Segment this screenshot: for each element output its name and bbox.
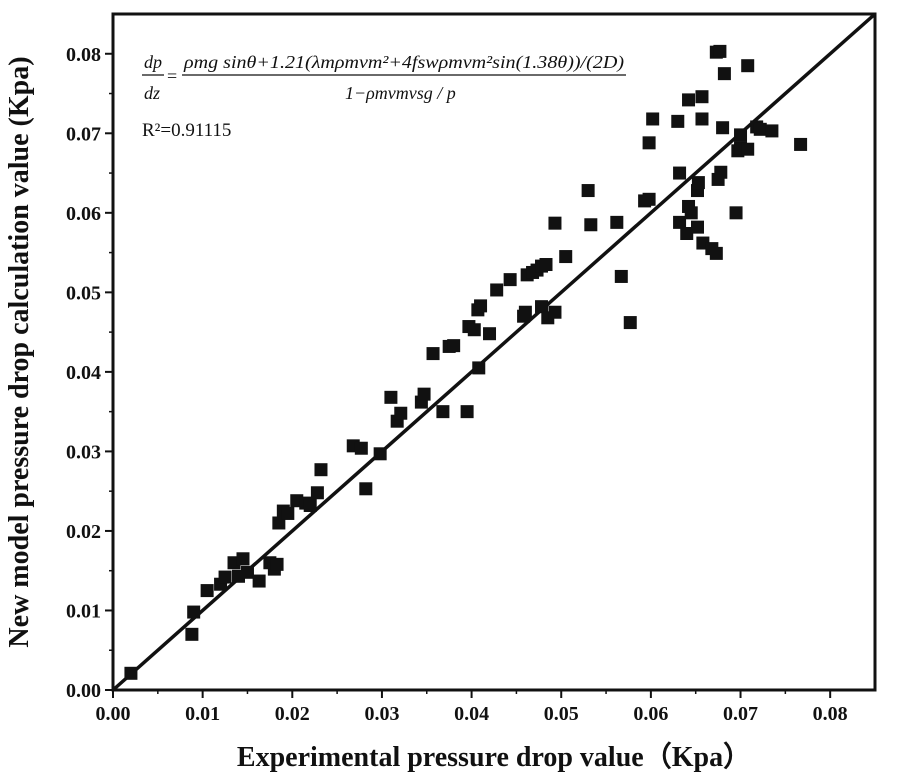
equation-denominator: 1−ρmvmvsg / p	[345, 83, 456, 103]
data-point	[717, 67, 731, 81]
data-point	[765, 124, 779, 138]
data-point	[684, 206, 698, 220]
data-point	[673, 166, 687, 180]
x-tick-label: 0.00	[96, 703, 131, 725]
data-point	[436, 405, 450, 419]
data-point	[270, 557, 284, 571]
y-tick-label: 0.05	[66, 282, 101, 304]
data-point	[741, 59, 755, 73]
data-point	[753, 122, 767, 136]
data-point	[218, 570, 232, 584]
data-point	[373, 447, 387, 461]
x-tick-label: 0.07	[723, 703, 758, 725]
data-point	[483, 327, 497, 341]
data-point	[559, 250, 573, 264]
data-point	[682, 93, 696, 107]
data-point	[472, 361, 486, 375]
data-point	[240, 565, 254, 579]
equation-lhs-num: dp	[144, 52, 162, 72]
x-axis-title: Experimental pressure drop value（Kpa）	[237, 740, 751, 773]
data-point	[394, 406, 408, 420]
x-tick-label: 0.03	[364, 703, 399, 725]
data-point	[741, 142, 755, 156]
data-point	[281, 506, 295, 520]
data-point	[185, 627, 199, 641]
equation: dp dz = ρmg sinθ+1.21(λmρmvm²+4fswρmvm²s…	[142, 52, 626, 103]
data-points	[124, 44, 808, 680]
data-point	[695, 90, 709, 104]
data-point	[713, 44, 727, 58]
data-point	[548, 305, 562, 319]
data-point	[646, 112, 660, 126]
y-tick-label: 0.04	[66, 362, 101, 384]
y-tick-label: 0.01	[66, 600, 101, 622]
data-point	[303, 498, 317, 512]
data-point	[709, 246, 723, 260]
axis-ticks	[105, 52, 832, 698]
data-point	[467, 323, 481, 337]
data-point	[503, 273, 517, 287]
data-point	[236, 552, 250, 566]
data-point	[623, 316, 637, 330]
data-point	[426, 347, 440, 361]
data-point	[200, 584, 214, 598]
data-point	[124, 666, 138, 680]
data-point	[716, 121, 730, 135]
y-tick-label: 0.07	[66, 123, 101, 145]
x-tick-label: 0.08	[813, 703, 848, 725]
data-point	[187, 605, 201, 619]
data-point	[734, 128, 748, 142]
x-tick-label: 0.04	[454, 703, 489, 725]
data-point	[359, 482, 373, 496]
data-point	[642, 192, 656, 206]
data-point	[690, 220, 704, 234]
data-point	[691, 176, 705, 190]
axis-tick-labels: 0.00 0.01 0.02 0.03 0.04 0.05 0.06 0.07 0.08 0.00…	[66, 44, 848, 725]
data-point	[460, 405, 474, 419]
data-point	[614, 269, 628, 283]
data-point	[417, 387, 431, 401]
data-point	[584, 218, 598, 232]
equation-numerator: ρmg sinθ+1.21(λmρmvm²+4fswρmvm²sin(1.38θ…	[183, 52, 624, 73]
y-tick-label: 0.08	[66, 44, 101, 66]
x-tick-label: 0.01	[185, 703, 220, 725]
equation-lhs-den: dz	[144, 83, 160, 103]
data-point	[581, 184, 595, 198]
svg-text:=: =	[167, 66, 177, 86]
data-point	[490, 283, 504, 297]
x-tick-label: 0.05	[544, 703, 579, 725]
r-squared-label: R²=0.91115	[142, 120, 231, 141]
data-point	[447, 339, 461, 353]
y-tick-label: 0.06	[66, 203, 101, 225]
data-point	[310, 486, 324, 500]
x-tick-label: 0.02	[275, 703, 310, 725]
data-point	[794, 137, 808, 151]
data-point	[474, 299, 488, 313]
data-point	[518, 305, 532, 319]
data-point	[252, 574, 266, 588]
data-point	[673, 215, 687, 229]
data-point	[642, 136, 656, 150]
y-tick-label: 0.02	[66, 521, 101, 543]
x-tick-label: 0.06	[633, 703, 668, 725]
y-axis-title: New model pressure drop calculation valu…	[4, 56, 35, 647]
y-tick-label: 0.00	[66, 680, 101, 702]
data-point	[671, 114, 685, 128]
data-point	[539, 258, 553, 272]
y-tick-label: 0.03	[66, 441, 101, 463]
data-point	[714, 165, 728, 179]
data-point	[695, 112, 709, 126]
data-point	[314, 463, 328, 477]
data-point	[729, 206, 743, 220]
data-point	[384, 390, 398, 404]
data-point	[354, 441, 368, 455]
data-point	[548, 216, 562, 230]
data-point	[680, 227, 694, 241]
data-point	[535, 300, 549, 314]
data-point	[610, 215, 624, 229]
